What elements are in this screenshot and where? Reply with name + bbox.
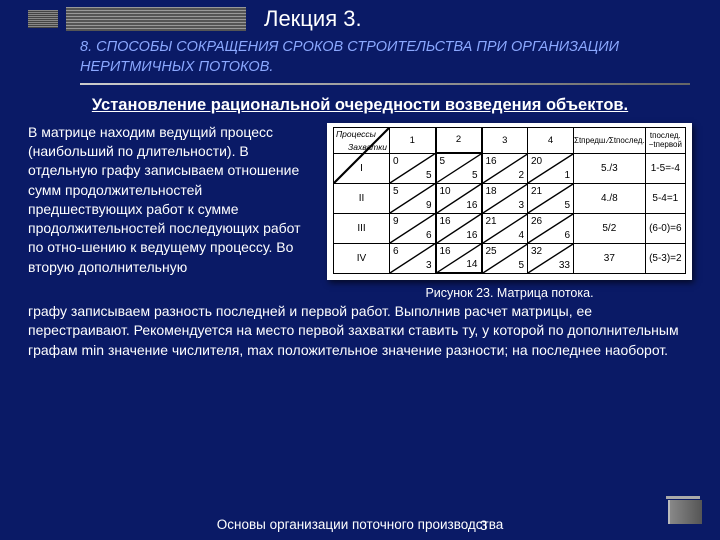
decor-stripes-main — [66, 7, 246, 31]
matrix-cell: 214 — [482, 213, 528, 243]
matrix-col-header: 3 — [482, 127, 528, 153]
decor-right-icon — [668, 500, 702, 524]
body-text-left: В матрице находим ведущий процесс (наибо… — [28, 123, 313, 301]
matrix-ratio-cell: 5./3 — [574, 153, 646, 183]
decor-stripes-left — [28, 10, 58, 28]
matrix-ratio-cell: 37 — [574, 243, 646, 273]
matrix-ratio-cell: 4./8 — [574, 183, 646, 213]
matrix-figure: ПроцессыЗахватки1234Σtпредш.⁄Σtпослед.tп… — [327, 123, 692, 281]
matrix-diff-cell: 1-5=-4 — [645, 153, 685, 183]
matrix-cell: 255 — [482, 243, 528, 273]
matrix-cell: 1614 — [436, 243, 482, 273]
matrix-diff-header: tпослед.−tпервой — [645, 127, 685, 153]
slide-subtitle: 8. СПОСОБЫ СОКРАЩЕНИЯ СРОКОВ СТРОИТЕЛЬСТ… — [0, 32, 720, 83]
matrix-corner-header: ПроцессыЗахватки — [334, 127, 390, 153]
matrix-col-header: 1 — [390, 127, 436, 153]
matrix-sum-header: Σtпредш.⁄Σtпослед. — [574, 127, 646, 153]
matrix-cell: 266 — [528, 213, 574, 243]
matrix-cell: 59 — [390, 183, 436, 213]
matrix-cell: 1616 — [436, 213, 482, 243]
matrix-cell: 55 — [436, 153, 482, 183]
section-title: Установление рациональной очередности во… — [0, 85, 720, 122]
matrix-diff-cell: (6-0)=6 — [645, 213, 685, 243]
page-number: 3 — [480, 518, 488, 533]
matrix-cell: 3233 — [528, 243, 574, 273]
matrix-cell: 183 — [482, 183, 528, 213]
matrix-cell: 215 — [528, 183, 574, 213]
matrix-ratio-cell: 5/2 — [574, 213, 646, 243]
matrix-table: ПроцессыЗахватки1234Σtпредш.⁄Σtпослед.tп… — [333, 127, 686, 275]
footer: Основы организации поточного производств… — [0, 517, 720, 534]
matrix-col-header: 4 — [528, 127, 574, 153]
matrix-cell: 201 — [528, 153, 574, 183]
matrix-cell: 1016 — [436, 183, 482, 213]
matrix-row-header: III — [334, 213, 390, 243]
matrix-diff-cell: 5-4=1 — [645, 183, 685, 213]
matrix-diff-cell: (5-3)=2 — [645, 243, 685, 273]
matrix-cell: 63 — [390, 243, 436, 273]
lecture-title: Лекция 3. — [264, 6, 362, 32]
body-text-bottom: графу записываем разность последней и пе… — [0, 300, 720, 360]
figure-caption: Рисунок 23. Матрица потока. — [425, 286, 593, 300]
matrix-row-header: II — [334, 183, 390, 213]
matrix-cell: 05 — [390, 153, 436, 183]
matrix-row-header: IV — [334, 243, 390, 273]
matrix-cell: 162 — [482, 153, 528, 183]
matrix-cell: 96 — [390, 213, 436, 243]
matrix-col-header: 2 — [436, 127, 482, 153]
footer-text: Основы организации поточного производств… — [217, 517, 504, 534]
